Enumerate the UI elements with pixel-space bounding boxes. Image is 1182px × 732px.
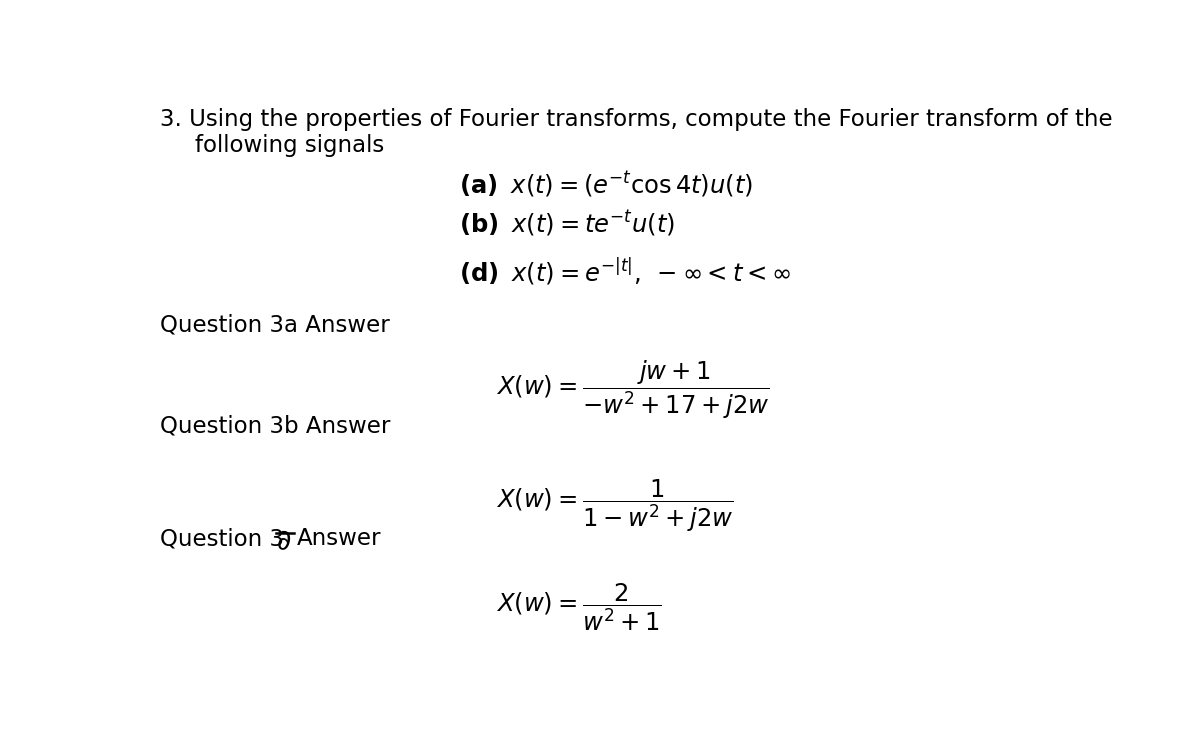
Text: $\mathbf{(b)}\;\; x(t) = te^{-t}u(t)$: $\mathbf{(b)}\;\; x(t) = te^{-t}u(t)$ bbox=[459, 209, 675, 239]
Text: $X(w) = \dfrac{1}{1 - w^2 + j2w}$: $X(w) = \dfrac{1}{1 - w^2 + j2w}$ bbox=[496, 477, 734, 534]
Text: 3. Using the properties of Fourier transforms, compute the Fourier transform of : 3. Using the properties of Fourier trans… bbox=[160, 108, 1112, 130]
Text: Question 3b Answer: Question 3b Answer bbox=[160, 415, 390, 438]
Text: Question 3a Answer: Question 3a Answer bbox=[160, 313, 389, 336]
Text: $X(w) = \dfrac{jw + 1}{-w^2 + 17 + j2w}$: $X(w) = \dfrac{jw + 1}{-w^2 + 17 + j2w}$ bbox=[496, 359, 769, 422]
Text: $\mathbf{(a)}\;\; x(t) = (e^{-t}\cos 4t)u(t)$: $\mathbf{(a)}\;\; x(t) = (e^{-t}\cos 4t)… bbox=[459, 170, 753, 199]
Text: $X(w) = \dfrac{2}{w^2 + 1}$: $X(w) = \dfrac{2}{w^2 + 1}$ bbox=[496, 581, 662, 633]
Text: $\mathbf{(d)}\;\; x(t) = e^{-|t|},\;-\infty < t < \infty$: $\mathbf{(d)}\;\; x(t) = e^{-|t|},\;-\in… bbox=[459, 257, 791, 288]
Text: Question 3: Question 3 bbox=[160, 528, 284, 550]
Text: $\partial$: $\partial$ bbox=[277, 528, 292, 556]
Text: following signals: following signals bbox=[195, 134, 384, 157]
Text: Answer: Answer bbox=[297, 528, 382, 550]
